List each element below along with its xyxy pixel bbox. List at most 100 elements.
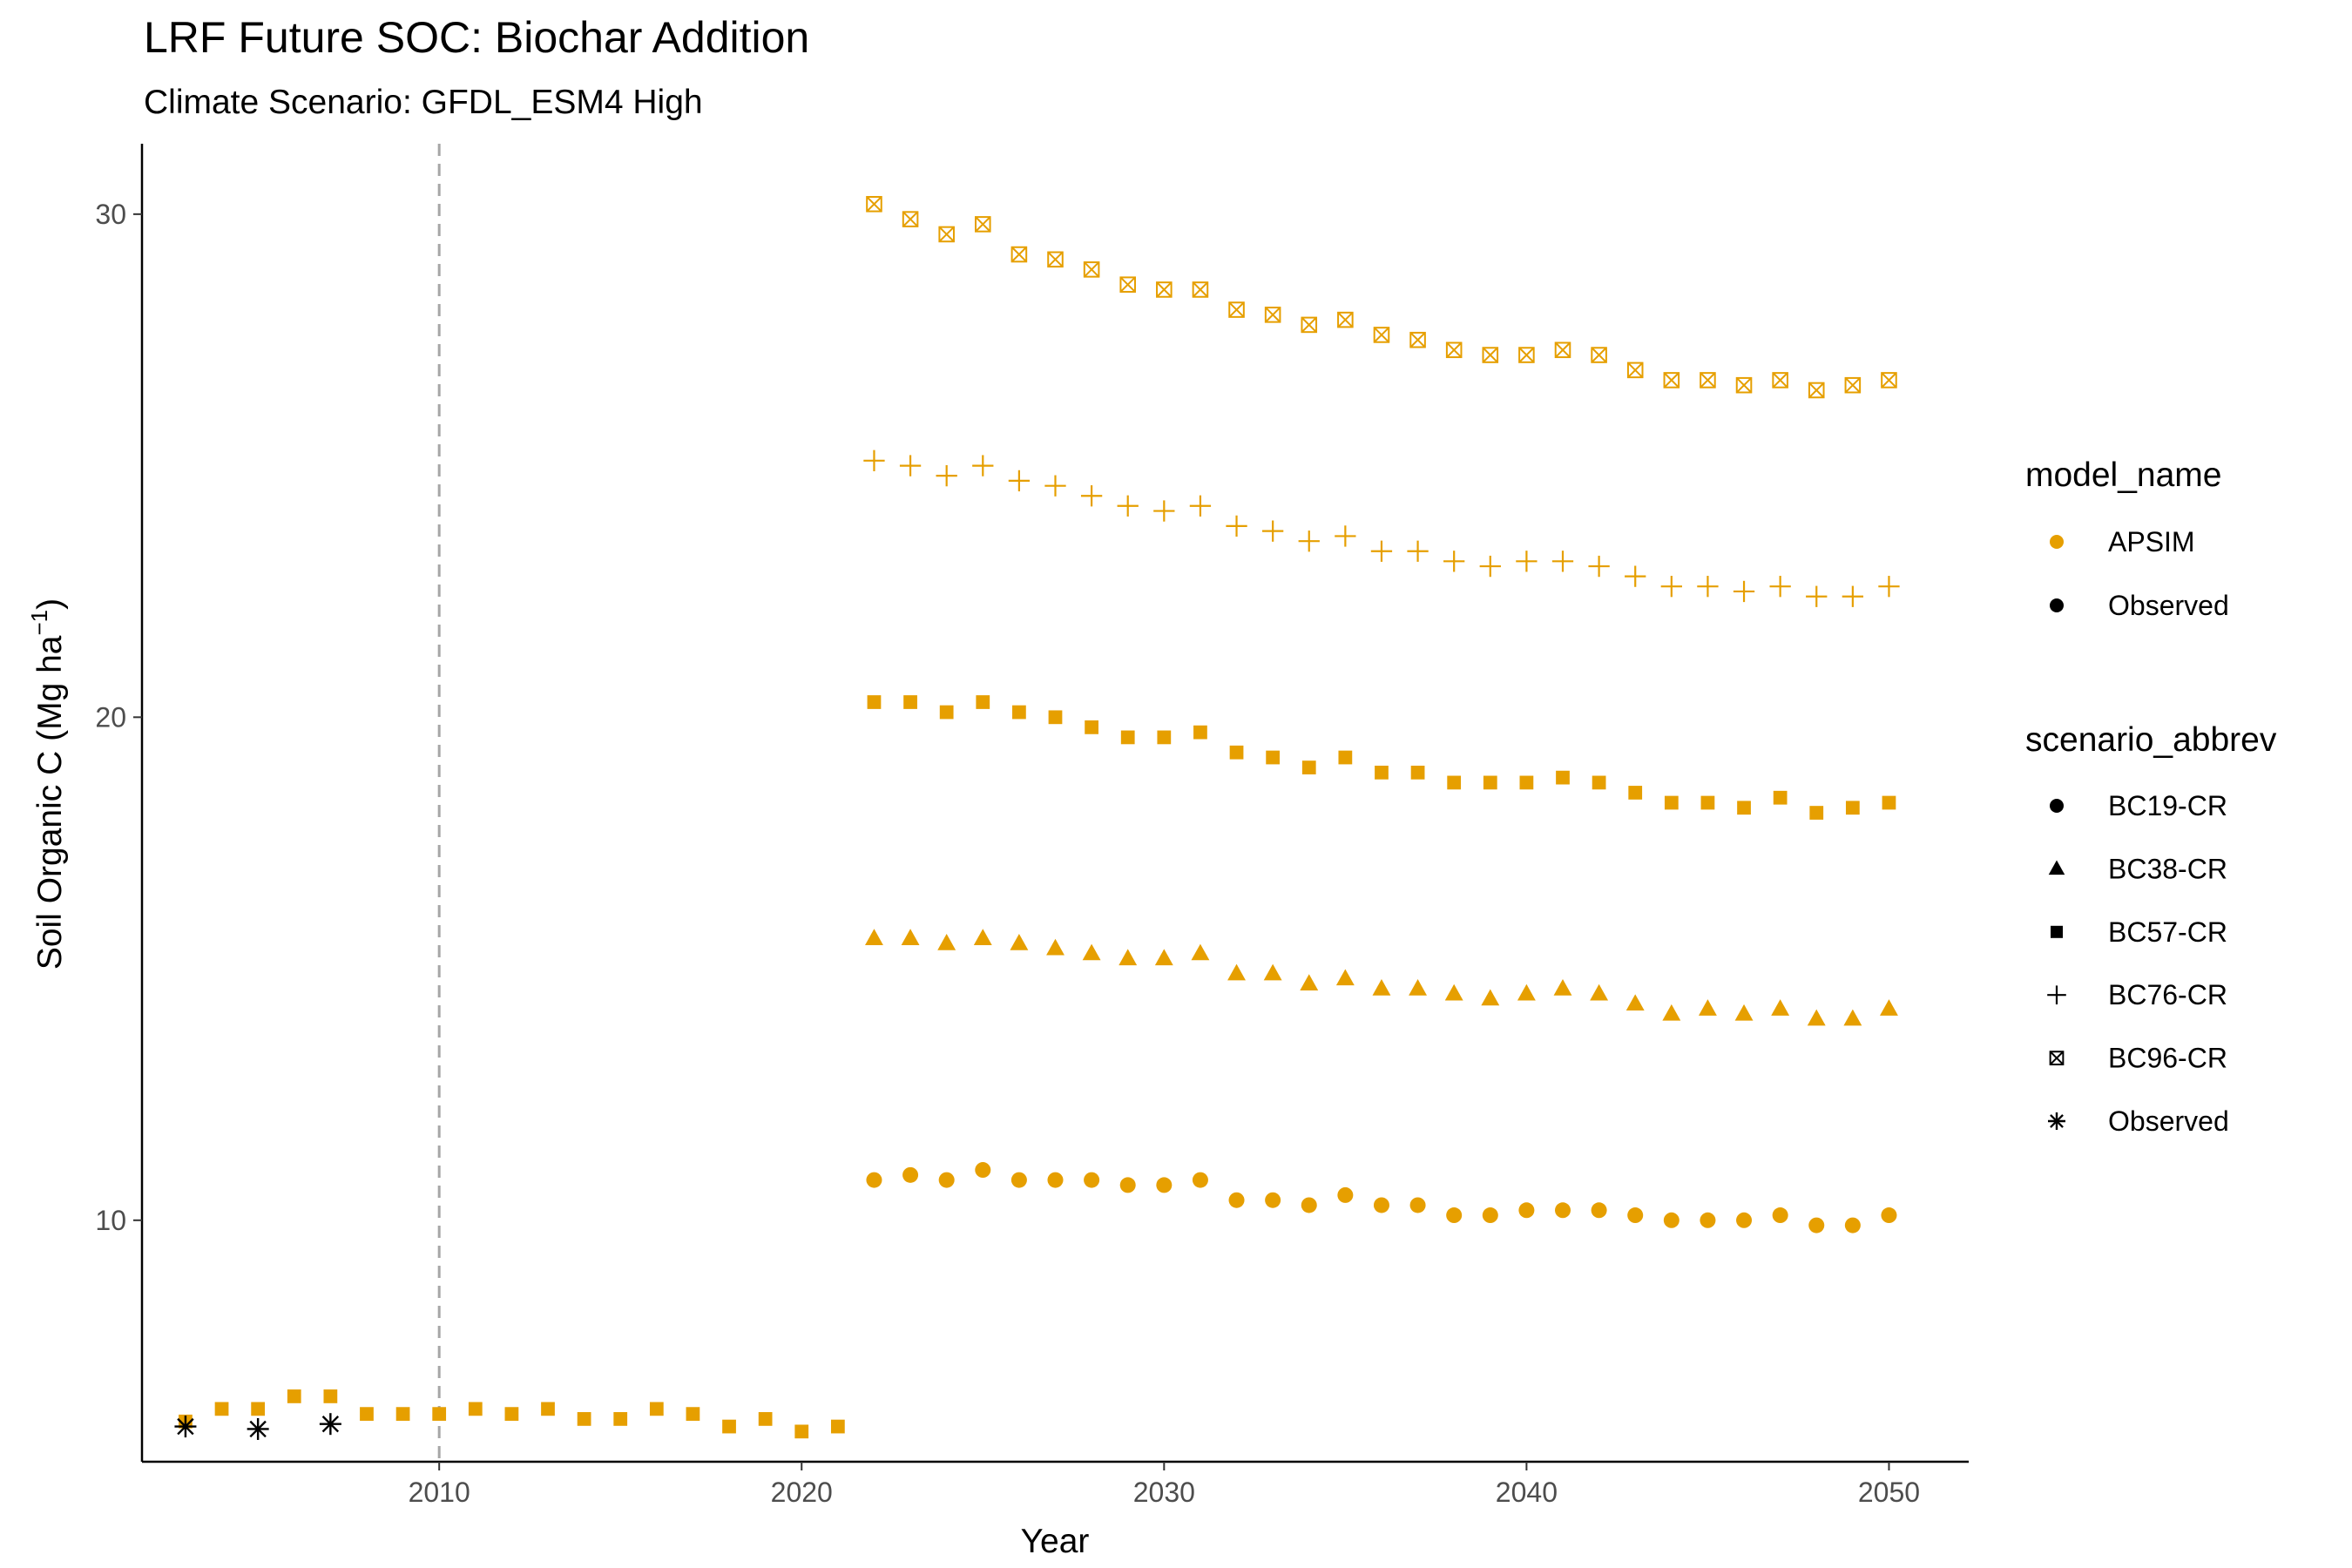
circle-mark [1047, 1172, 1064, 1188]
y-axis-title-close: ) [31, 598, 69, 610]
square-mark [794, 1424, 809, 1439]
square-mark [722, 1419, 736, 1434]
historical-point [541, 1402, 555, 1416]
box-outline [1772, 372, 1788, 389]
point-bc76-cr [1370, 540, 1393, 562]
circle-mark [1518, 1202, 1535, 1219]
legend-key-apsim [2050, 535, 2064, 549]
square-mark [504, 1407, 519, 1422]
circle-mark [1010, 1172, 1027, 1188]
circle-mark [1409, 1197, 1426, 1213]
box-outline [1445, 341, 1463, 359]
point-bc57-cr [1700, 795, 1715, 810]
point-bc19-cr [1119, 1177, 1136, 1193]
point-bc96-cr [1409, 331, 1426, 348]
triangle-mark [901, 929, 920, 945]
point-bc76-cr [1080, 485, 1103, 507]
box-diag-2 [1518, 347, 1535, 363]
point-bc19-cr [1192, 1172, 1208, 1188]
point-bc38-cr [1191, 943, 1210, 961]
square-mark [1410, 765, 1425, 780]
box-outline [1591, 347, 1607, 363]
square-mark [577, 1412, 591, 1426]
point-bc38-cr [1372, 979, 1391, 996]
point-bc19-cr [866, 1172, 882, 1188]
point-bc57-cr [1048, 710, 1063, 725]
square-mark [1120, 730, 1135, 745]
asterisk-stroke [2050, 1114, 2064, 1128]
square-mark [323, 1389, 338, 1403]
triangle-mark [1771, 999, 1790, 1016]
point-bc57-cr [903, 695, 917, 709]
legend-key-observed [2050, 598, 2064, 612]
triangle-mark [1263, 963, 1282, 981]
box-diag-2 [2049, 1051, 2065, 1065]
circle-mark [1482, 1207, 1498, 1224]
square-mark [1266, 750, 1281, 765]
point-bc19-cr [1808, 1217, 1825, 1233]
square-mark [214, 1402, 229, 1416]
square-mark [251, 1402, 266, 1416]
legend-label-bc96-cr: BC96-CR [2108, 1043, 2227, 1074]
square-mark [1845, 801, 1860, 815]
point-bc38-cr [901, 929, 920, 945]
legend-label-bc38-cr: BC38-CR [2108, 853, 2227, 884]
x-tick-label: 2010 [409, 1477, 470, 1508]
circle-mark [1736, 1212, 1753, 1228]
point-bc38-cr [1734, 1004, 1754, 1021]
point-bc38-cr [1227, 963, 1246, 981]
circle-mark [2050, 535, 2064, 549]
series-bc38-cr [865, 929, 1898, 1026]
historical-point [722, 1419, 736, 1434]
circle-mark [1228, 1192, 1245, 1208]
square-mark [1338, 750, 1353, 765]
point-bc96-cr [1482, 347, 1499, 363]
point-bc38-cr [1046, 938, 1064, 956]
point-bc19-cr [1555, 1202, 1571, 1219]
square-mark [1700, 795, 1715, 810]
point-bc96-cr [1591, 347, 1607, 363]
historical-point [323, 1389, 338, 1403]
point-bc96-cr [1047, 251, 1064, 268]
box-outline [1881, 372, 1897, 389]
box-outline [2049, 1051, 2065, 1065]
point-bc38-cr [1409, 979, 1428, 996]
point-bc57-cr [1664, 795, 1679, 810]
asterisk-stroke [321, 1416, 340, 1433]
legend-scenario-items: BC19-CR BC38-CR BC57-CR BC76-CR BC96-CR Obser… [2047, 790, 2229, 1137]
box-outline [1156, 281, 1173, 298]
square-mark [1773, 790, 1788, 805]
point-bc76-cr [1660, 576, 1682, 598]
point-bc57-cr [1737, 801, 1751, 815]
historical-point [468, 1402, 483, 1416]
box-diag-2 [1482, 347, 1498, 363]
box-diag-2 [1700, 372, 1716, 389]
box-outline [1083, 261, 1100, 278]
point-bc96-cr [938, 226, 955, 243]
triangle-mark [1335, 969, 1355, 986]
point-bc57-cr [976, 695, 990, 709]
triangle-mark [1227, 963, 1246, 981]
point-bc57-cr [1483, 775, 1497, 790]
point-bc96-cr [1626, 362, 1644, 379]
square-mark [432, 1407, 447, 1422]
box-diag-2 [938, 226, 955, 242]
point-bc19-cr [1736, 1212, 1753, 1228]
point-bc57-cr [1447, 775, 1462, 790]
square-mark [1447, 775, 1462, 790]
triangle-mark [1625, 994, 1645, 1011]
point-observed [174, 1416, 197, 1438]
historical-point [214, 1402, 229, 1416]
point-bc38-cr [1444, 983, 1463, 1001]
circle-mark [1301, 1197, 1317, 1213]
triangle-mark [1662, 1004, 1681, 1021]
square-mark [1592, 775, 1606, 790]
point-observed [247, 1417, 269, 1440]
point-bc76-cr [1878, 576, 1900, 598]
square-mark [1085, 720, 1098, 734]
point-bc19-cr [1627, 1207, 1644, 1224]
triangle-mark [1082, 943, 1101, 961]
point-bc57-cr [1085, 720, 1098, 734]
square-mark [1519, 775, 1534, 790]
